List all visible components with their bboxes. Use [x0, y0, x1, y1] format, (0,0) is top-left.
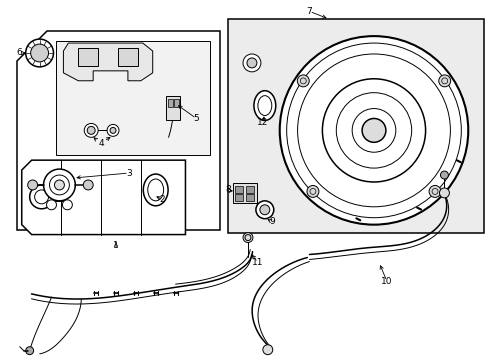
- Bar: [235, 194, 243, 201]
- Text: 4: 4: [98, 139, 104, 148]
- Circle shape: [31, 44, 48, 62]
- Bar: [56, 41, 210, 155]
- Circle shape: [440, 171, 447, 179]
- Polygon shape: [21, 160, 185, 235]
- Ellipse shape: [253, 91, 275, 121]
- Circle shape: [439, 188, 448, 198]
- Bar: [165, 96, 180, 121]
- Bar: [235, 186, 243, 193]
- Bar: [233, 183, 256, 203]
- Circle shape: [279, 36, 468, 225]
- Ellipse shape: [257, 96, 271, 116]
- Circle shape: [30, 185, 53, 209]
- Circle shape: [28, 180, 38, 190]
- Polygon shape: [63, 43, 152, 81]
- Ellipse shape: [147, 179, 163, 201]
- Text: 7: 7: [306, 7, 312, 16]
- Circle shape: [322, 79, 425, 182]
- Polygon shape: [17, 31, 220, 230]
- Bar: [173, 99, 178, 107]
- Circle shape: [26, 39, 53, 67]
- Bar: [245, 186, 253, 193]
- Text: 6: 6: [17, 49, 22, 58]
- Circle shape: [306, 185, 318, 197]
- Bar: [78, 48, 98, 66]
- Circle shape: [54, 180, 64, 190]
- Bar: [245, 194, 253, 201]
- Circle shape: [428, 185, 440, 197]
- Text: 8: 8: [225, 185, 230, 194]
- Circle shape: [263, 345, 272, 355]
- Ellipse shape: [143, 174, 168, 206]
- Text: 1: 1: [113, 241, 119, 250]
- Circle shape: [46, 200, 56, 210]
- Circle shape: [110, 127, 116, 133]
- Bar: [118, 48, 138, 66]
- Circle shape: [43, 169, 75, 201]
- Circle shape: [361, 118, 385, 142]
- Text: 12: 12: [257, 118, 268, 127]
- Text: 2: 2: [160, 195, 165, 204]
- Circle shape: [438, 75, 450, 87]
- Circle shape: [246, 58, 256, 68]
- Text: 11: 11: [252, 258, 263, 267]
- Circle shape: [107, 125, 119, 136]
- Text: 10: 10: [380, 277, 392, 286]
- Circle shape: [26, 347, 34, 355]
- Circle shape: [243, 233, 252, 243]
- Circle shape: [35, 190, 48, 204]
- Circle shape: [62, 200, 72, 210]
- Circle shape: [87, 126, 95, 134]
- Circle shape: [243, 54, 260, 72]
- Bar: [228, 19, 483, 233]
- Circle shape: [259, 205, 269, 215]
- Circle shape: [49, 175, 69, 195]
- Text: 5: 5: [193, 114, 199, 123]
- Text: 3: 3: [126, 168, 131, 177]
- Circle shape: [84, 123, 98, 137]
- Circle shape: [297, 75, 308, 87]
- Text: 9: 9: [268, 217, 274, 226]
- Circle shape: [83, 180, 93, 190]
- Circle shape: [255, 201, 273, 219]
- Bar: [167, 99, 172, 107]
